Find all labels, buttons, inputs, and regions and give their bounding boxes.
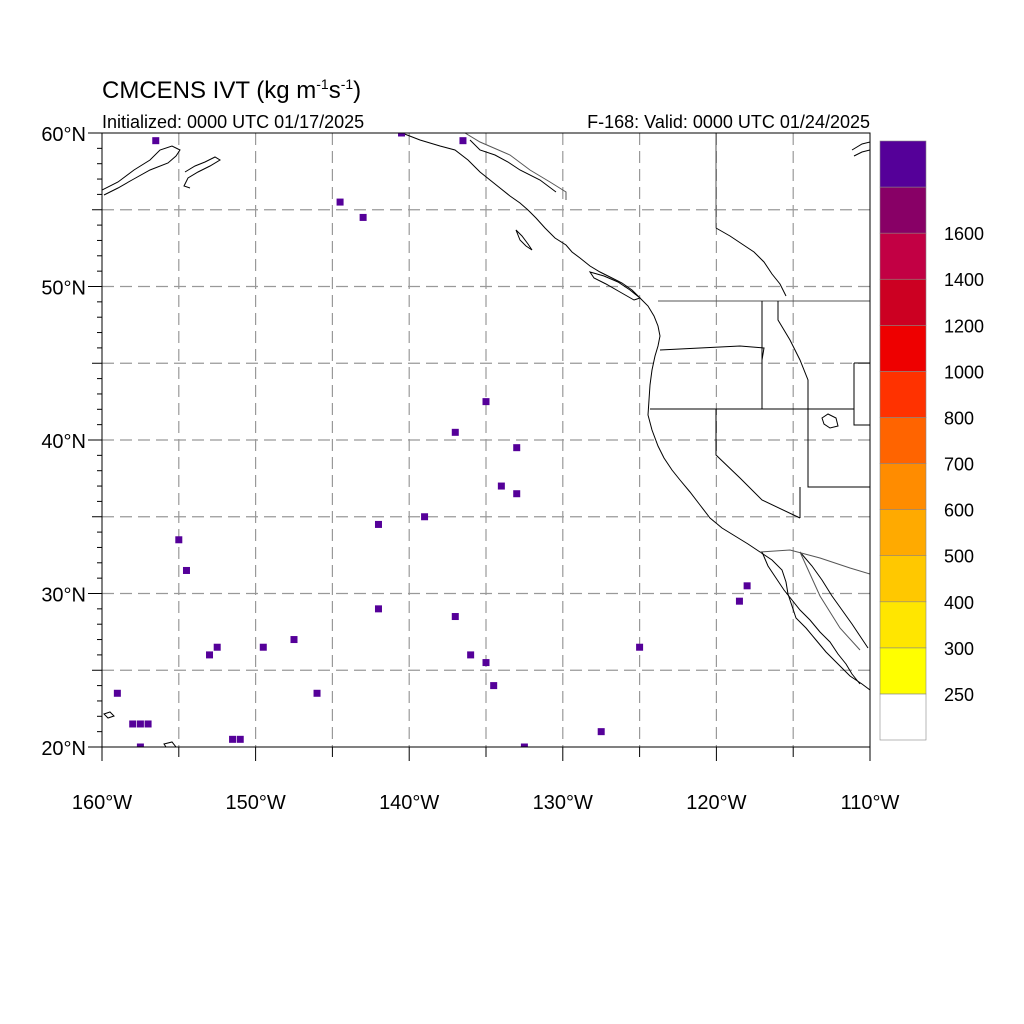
valid-time-label: F-168: Valid: 0000 UTC 01/24/2025 (587, 112, 870, 132)
colorbar-label: 400 (944, 593, 974, 613)
colorbar-legend: 250 300 400 500 600 700 800 1000 1200 1400 1600 (879, 140, 984, 741)
map-plot-area: 60°N 50°N 40°N 30°N 20°N 160°W 150°W 140°W 130°W… (41, 124, 899, 814)
colorbar-label: 1200 (944, 316, 984, 336)
coastline (102, 133, 870, 747)
colorbar-segment (879, 417, 927, 464)
ivt-point (336, 198, 344, 206)
lon-tick-label: 140°W (379, 792, 439, 814)
colorbar-label: 1000 (944, 362, 984, 382)
colorbar-segment (879, 278, 927, 326)
lon-tick-label: 120°W (686, 792, 746, 814)
ivt-data-points (113, 133, 751, 747)
ivt-point (735, 597, 743, 605)
ivt-point (313, 689, 321, 697)
ivt-point (451, 613, 459, 621)
colorbar-segment (879, 232, 927, 280)
chart-title: CMCENS IVT (kg m-1s-1) (102, 76, 361, 104)
ivt-point (229, 735, 237, 743)
axis-labels: 60°N 50°N 40°N 30°N 20°N 160°W 150°W 140°W 130°W… (41, 124, 899, 814)
political-boundaries (464, 133, 870, 651)
lat-tick-label: 20°N (41, 738, 86, 760)
colorbar-segment (879, 693, 927, 741)
lon-tick-label: 110°W (841, 792, 900, 814)
colorbar-label: 500 (944, 547, 974, 567)
lat-tick-label: 60°N (41, 124, 86, 146)
lat-tick-label: 50°N (41, 278, 86, 300)
ivt-point (144, 720, 152, 728)
colorbar-label: 700 (944, 455, 974, 475)
ivt-point (636, 643, 644, 651)
ivt-point (459, 137, 467, 145)
colorbar-segment (879, 647, 927, 695)
colorbar-segment (879, 325, 927, 372)
colorbar-label: 250 (944, 685, 974, 705)
lon-tick-label: 130°W (533, 792, 593, 814)
ivt-point (374, 520, 382, 528)
lat-tick-label: 30°N (41, 585, 86, 607)
colorbar-segment (879, 140, 927, 188)
ivt-point (374, 605, 382, 613)
init-time-label: Initialized: 0000 UTC 01/17/2025 (102, 112, 364, 132)
ivt-point (490, 682, 498, 690)
ivt-point (175, 536, 183, 544)
colorbar-segment (879, 601, 927, 649)
colorbar-label: 800 (944, 408, 974, 428)
colorbar-segment (879, 509, 927, 556)
ivt-point (421, 513, 429, 521)
colorbar-segment (879, 463, 927, 510)
lon-tick-label: 160°W (72, 792, 132, 814)
colorbar-segment (879, 371, 927, 418)
ivt-point (182, 566, 190, 574)
axis-ticks (88, 132, 871, 761)
ivt-point (129, 720, 137, 728)
lat-tick-label: 40°N (41, 431, 86, 453)
ivt-point (597, 728, 605, 736)
lat-lon-grid (102, 133, 870, 747)
ivt-point (359, 213, 367, 221)
ivt-point (497, 482, 505, 490)
ivt-point (513, 490, 521, 498)
ivt-point (290, 636, 298, 644)
ivt-point (213, 643, 221, 651)
colorbar-label: 300 (944, 639, 974, 659)
ivt-point (113, 689, 121, 697)
ivt-point (482, 398, 490, 406)
ivt-point (513, 444, 521, 452)
ivt-point (467, 651, 475, 659)
ivt-point (236, 735, 244, 743)
ivt-point (152, 137, 160, 145)
colorbar-label: 600 (944, 501, 974, 521)
ivt-point (136, 720, 144, 728)
colorbar-label: 1600 (944, 224, 984, 244)
ivt-point (398, 133, 406, 137)
ivt-point (743, 582, 751, 590)
ivt-point (451, 428, 459, 436)
ivt-point (136, 743, 144, 747)
ivt-point (482, 659, 490, 667)
colorbar-segment (879, 555, 927, 603)
ivt-point (206, 651, 214, 659)
ivt-point (259, 643, 267, 651)
colorbar-segment (879, 186, 927, 234)
colorbar-label: 1400 (944, 270, 984, 290)
lon-tick-label: 150°W (225, 792, 285, 814)
ivt-point (520, 743, 528, 747)
